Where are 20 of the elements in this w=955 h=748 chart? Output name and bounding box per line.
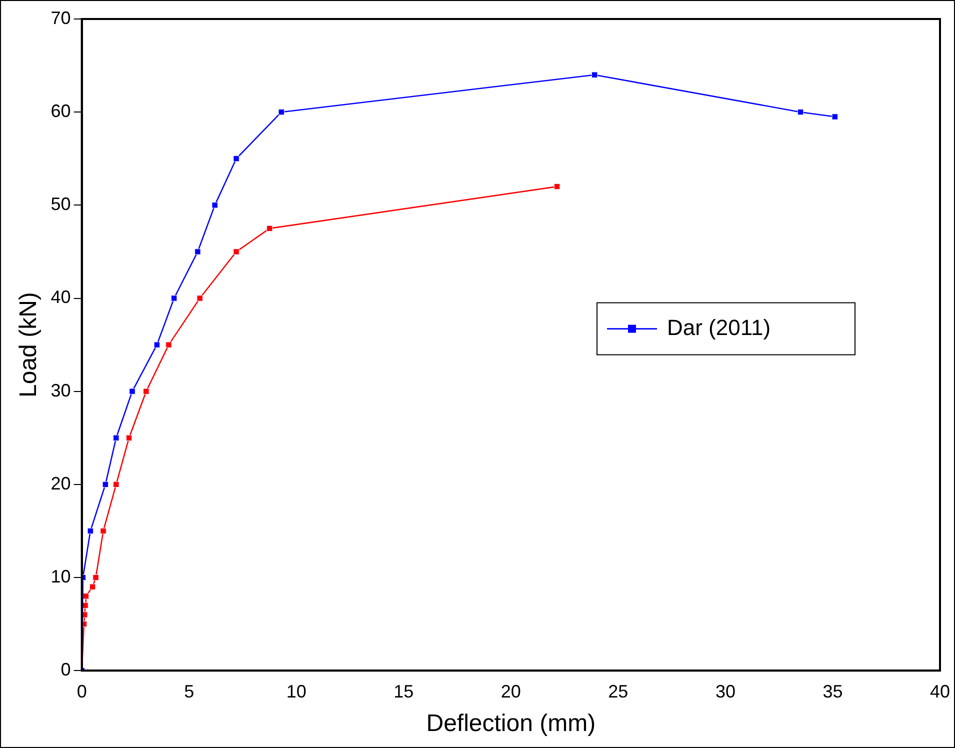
x-tick-label: 30 — [715, 681, 736, 702]
y-tick-label: 60 — [50, 101, 71, 122]
y-tick-label: 10 — [50, 566, 71, 586]
y-tick-label: 50 — [50, 194, 71, 214]
x-axis-title: Deflection (mm) — [426, 710, 596, 738]
y-tick-label: 20 — [50, 473, 71, 494]
x-tick-label: 35 — [822, 681, 843, 702]
y-tick-label: 0 — [60, 660, 71, 680]
x-tick-label: 0 — [76, 681, 87, 702]
x-tick-label: 20 — [500, 681, 521, 702]
y-tick-label: 40 — [50, 287, 71, 308]
y-tick-label: 70 — [50, 8, 71, 28]
y-tick-label: 30 — [50, 380, 71, 400]
y-axis-title: Load (kN) — [15, 292, 42, 398]
x-tick-label: 40 — [930, 681, 950, 702]
x-tick-label: 25 — [608, 681, 628, 702]
x-tick-label: 5 — [184, 681, 194, 702]
legend-label: Dar (2011) — [667, 314, 771, 340]
x-tick-label: 10 — [286, 681, 306, 702]
x-tick-label: 15 — [394, 681, 414, 702]
